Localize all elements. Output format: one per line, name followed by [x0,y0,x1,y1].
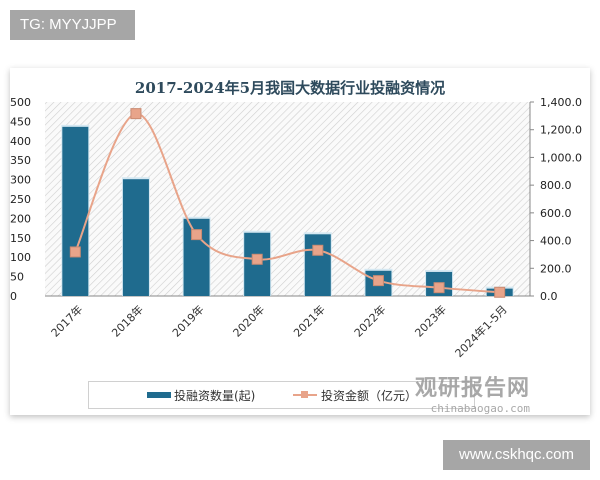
legend-line-label: 投资金额（亿元） [321,389,418,403]
left-tick-label: 50 [10,271,24,284]
left-tick-label: 100 [10,251,31,264]
x-tick-label: 2022年 [351,302,388,339]
x-tick-label: 2018年 [109,302,146,339]
plot-area [45,102,530,296]
line-marker [312,244,324,256]
bar [62,126,89,296]
right-tick-label: 200.0 [540,262,572,275]
left-tick-label: 300 [10,174,31,187]
site-label: www.cskhqc.com [443,440,590,470]
line-marker [69,246,81,258]
left-tick-label: 150 [10,232,31,245]
right-tick-label: 1,200.0 [540,124,582,137]
right-tick-label: 1,400.0 [540,96,582,109]
line-marker [372,275,384,287]
watermark-name: 观研报告网 [415,376,531,401]
right-tick-label: 800.0 [540,179,572,192]
legend-bar-swatch [147,392,171,398]
right-tick-label: 600.0 [540,207,572,220]
x-tick-label: 2019年 [169,302,206,339]
left-tick-label: 450 [10,115,31,128]
right-tick-label: 1,000.0 [540,151,582,164]
x-tick-label: 2021年 [290,302,327,339]
right-tick-label: 400.0 [540,235,572,248]
tg-label: TG: MYYJJPP [10,10,135,40]
x-tick-label: 2020年 [230,302,267,339]
left-tick-label: 0 [10,290,17,303]
x-tick-label: 2017年 [48,302,85,339]
left-tick-label: 200 [10,212,31,225]
line-marker [191,229,203,241]
line-marker [433,282,445,294]
watermark: 观研报告网 chinabaogao.com [415,370,530,415]
legend-marker [301,391,308,398]
watermark-url: chinabaogao.com [430,402,531,415]
bar [304,234,331,296]
left-tick-label: 500 [10,96,31,109]
right-tick-label: 0.0 [540,290,558,303]
legend-bar-label: 投融资数量(起) [174,389,256,403]
chart-title: 2017-2024年5月我国大数据行业投融资情况 [135,79,445,97]
legend: 投融资数量(起) 投资金额（亿元） [88,381,475,409]
left-tick-label: 350 [10,154,31,167]
left-tick-label: 250 [10,193,31,206]
line-marker [130,108,142,120]
x-tick-label: 2023年 [412,302,449,339]
bar [122,179,149,296]
left-tick-label: 400 [10,135,31,148]
line-marker [251,253,263,265]
line-marker [494,286,506,298]
x-tick-label: 2024年1-5月 [452,302,510,360]
